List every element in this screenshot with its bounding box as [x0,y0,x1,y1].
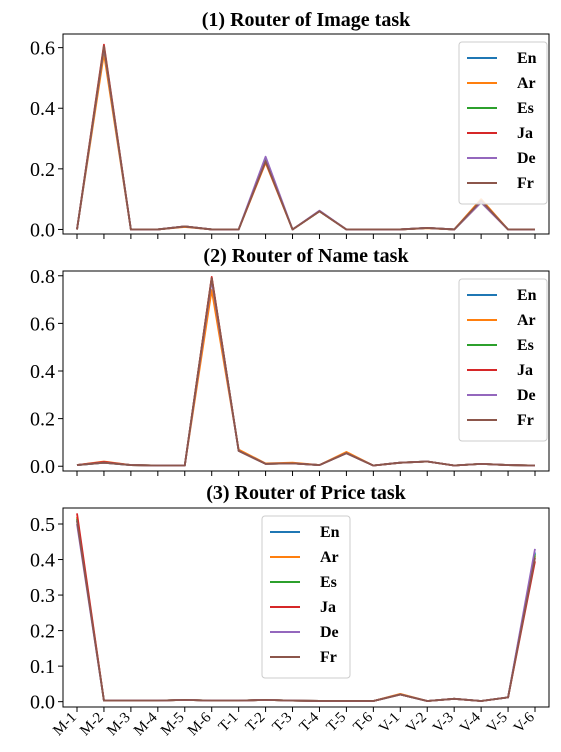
y-tick-label: 0.6 [30,313,55,335]
y-tick-label: 0.4 [30,361,55,383]
x-tick-label: M-3 [104,710,134,740]
plot-frame [62,33,550,235]
x-tick-label: T-3 [270,710,296,736]
y-tick-label: 0.0 [30,456,55,478]
x-tick-label: T-2 [243,710,269,736]
legend-label: De [517,387,536,404]
legend-label: Ja [320,599,336,616]
legend-label: En [517,287,537,304]
x-tick-label: V-5 [484,710,511,737]
series-line-fr [76,520,536,702]
x-tick-label: V-1 [376,710,403,737]
y-tick-label: 0.5 [30,514,55,536]
y-tick-label: 0.1 [30,656,55,678]
chart-title: (3) Router of Price task [206,482,406,504]
y-tick-label: 0.6 [30,38,55,60]
legend-label: Ja [517,362,533,379]
x-tick-label: T-5 [324,710,350,736]
legend-label: Es [517,337,534,354]
x-tick-label: M-6 [185,709,215,739]
legend: En Ar Es Ja De Fr [458,278,548,442]
x-tick-label: T-6 [351,709,377,735]
y-tick-label: 0.2 [30,159,55,181]
y-tick-label: 0.3 [30,585,55,607]
chart-title: (1) Router of Image task [202,9,411,31]
x-tick-label: T-1 [216,710,242,736]
chart-panel-1: (1) Router of Image task 0.0 0.2 0.4 0.6 En Ar… [30,9,550,241]
legend-label: En [320,524,340,541]
legend-label: Es [517,100,534,117]
legend-label: Ar [517,75,536,92]
x-tick-label: V-2 [403,710,430,737]
chart-panel-3: (3) Router of Price task 0.0 0.1 0.2 0.3 0.4 0… [30,482,550,740]
x-tick-label: V-4 [457,709,484,736]
chart-panel-2: (2) Router of Name task 0.0 0.2 0.4 0.6 0.8 En… [30,245,550,478]
y-tick-label: 0.4 [30,550,55,572]
y-tick-label: 0.2 [30,409,55,431]
y-tick-label: 0.0 [30,219,55,241]
x-tick-label: V-6 [511,709,538,736]
legend-label: Fr [517,412,534,429]
x-tick-label: M-2 [77,710,107,740]
legend-label: Fr [517,175,534,192]
legend: En Ar Es Ja De Fr [261,515,351,679]
plot-frame [62,507,550,708]
x-tick-label: M-5 [158,710,188,740]
x-tick-label: M-1 [50,710,80,740]
legend-label: Ar [517,312,536,329]
series-line-fr [76,277,536,467]
y-tick-label: 0.8 [30,266,55,288]
legend-label: En [517,50,537,67]
x-tick-label: T-4 [297,709,323,735]
legend-label: Ar [320,549,339,566]
x-tick-label: M-4 [131,709,161,739]
legend-label: Fr [320,649,337,666]
legend-label: Es [320,574,337,591]
legend: En Ar Es Ja De Fr [458,41,548,205]
legend-label: De [517,150,536,167]
series-line-fr [76,45,535,231]
legend-label: Ja [517,125,533,142]
y-tick-label: 0.4 [30,98,55,120]
legend-label: De [320,624,339,641]
chart-title: (2) Router of Name task [203,245,409,267]
y-tick-label: 0.2 [30,621,55,643]
y-tick-label: 0.0 [30,692,55,714]
x-tick-label: V-3 [430,710,457,737]
